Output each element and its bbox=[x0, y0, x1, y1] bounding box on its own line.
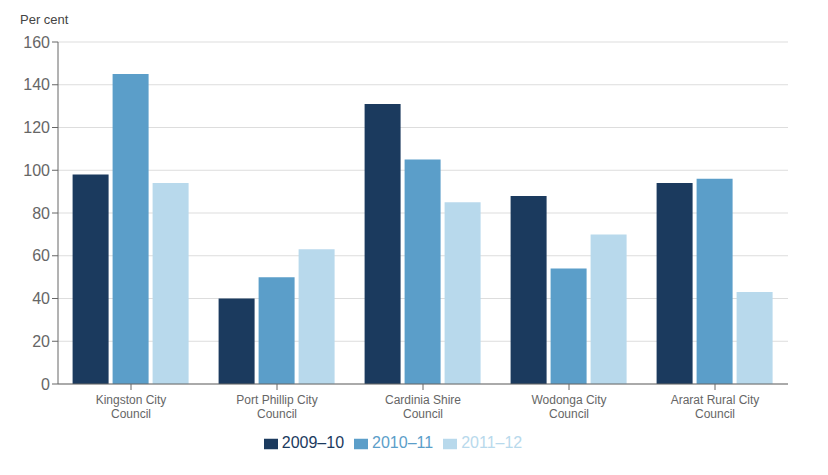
svg-text:60: 60 bbox=[32, 247, 50, 264]
html-text:2011–12: 2011–12 bbox=[461, 434, 523, 451]
html-text:Per cent: Per cent bbox=[20, 12, 69, 27]
svg-text:0: 0 bbox=[41, 376, 50, 393]
svg-text:120: 120 bbox=[23, 119, 50, 136]
svg-text:Wodonga CityCouncil: Wodonga CityCouncil bbox=[531, 393, 606, 421]
html-text:2010–11: 2010–11 bbox=[372, 434, 434, 451]
html-text:2009–10: 2009–10 bbox=[281, 434, 344, 451]
svg-text:40: 40 bbox=[32, 290, 50, 307]
svg-text:Port Phillip CityCouncil: Port Phillip CityCouncil bbox=[236, 393, 317, 421]
svg-text:100: 100 bbox=[23, 162, 50, 179]
svg-text:20: 20 bbox=[32, 333, 50, 350]
svg-text:160: 160 bbox=[23, 34, 50, 51]
svg-text:80: 80 bbox=[32, 205, 50, 222]
svg-text:140: 140 bbox=[23, 76, 50, 93]
svg-text:Ararat Rural CityCouncil: Ararat Rural CityCouncil bbox=[671, 393, 760, 421]
svg-text:Kingston CityCouncil: Kingston CityCouncil bbox=[96, 393, 167, 421]
svg-text:Cardinia ShireCouncil: Cardinia ShireCouncil bbox=[385, 393, 461, 421]
